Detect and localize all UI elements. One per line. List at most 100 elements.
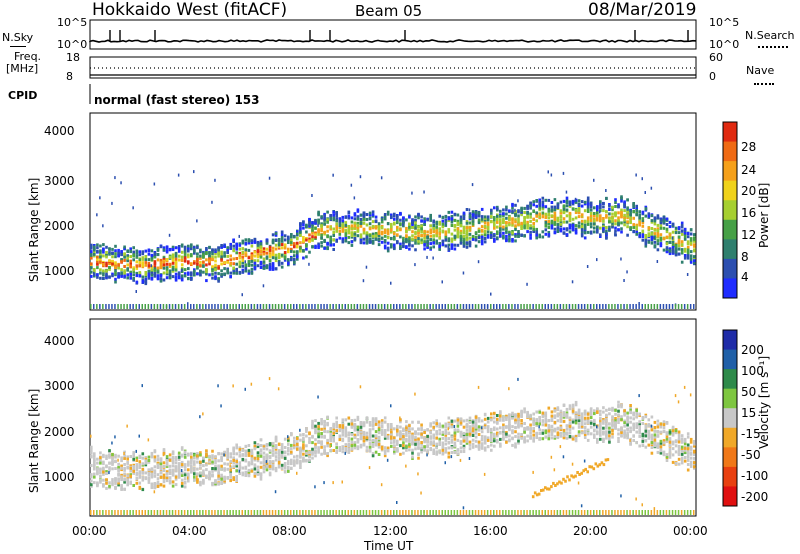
power-cell (135, 249, 139, 253)
power-cell (332, 216, 335, 220)
velocity-cell (168, 458, 172, 462)
power-cell (659, 218, 663, 222)
power-ground (187, 304, 189, 309)
velocity-cell (293, 439, 296, 443)
power-cell (602, 202, 605, 205)
power-cell (605, 236, 608, 240)
power-cell (680, 250, 684, 254)
velocity-scatter (329, 444, 331, 448)
velocity-cell (202, 457, 205, 461)
velocity-scatter (447, 427, 449, 431)
power-cell (244, 242, 248, 246)
velocity-ground (253, 510, 256, 515)
velocity-cell (356, 418, 360, 422)
velocity-cell (180, 454, 184, 458)
power-cell (368, 222, 372, 226)
power-cell (356, 221, 360, 225)
power-cell (193, 251, 196, 255)
velocity-cell (165, 476, 169, 480)
velocity-cell (262, 445, 266, 449)
power-cell (653, 216, 657, 220)
power-cell (187, 244, 190, 248)
power-cell (120, 250, 123, 253)
power-cell (168, 248, 172, 252)
power-cell (450, 237, 454, 241)
velocity-ground (380, 510, 383, 515)
power-cell (502, 214, 505, 218)
power-cell (632, 205, 635, 209)
power-cell (635, 204, 638, 208)
velocity-cell (196, 473, 199, 477)
power-cell (477, 214, 481, 218)
power-cell (108, 266, 111, 269)
velocity-cell (344, 443, 348, 447)
power-cell (135, 264, 139, 268)
velocity-cell (390, 425, 393, 429)
power-cell (532, 200, 535, 204)
velocity-cell (447, 451, 451, 455)
power-cell (193, 249, 196, 253)
power-ground (344, 304, 346, 309)
velocity-cell (441, 441, 445, 445)
power-cell (641, 238, 645, 242)
power-cell (641, 224, 645, 228)
velocity-cell (314, 429, 317, 433)
velocity-cell (135, 472, 139, 476)
power-cell (232, 262, 235, 266)
velocity-scatter (390, 404, 392, 408)
velocity-cell (190, 455, 193, 459)
power-cell (141, 257, 145, 261)
power-cell (656, 242, 660, 246)
velocity-cell (250, 448, 254, 452)
power-cell (386, 222, 390, 226)
power-cell (693, 239, 696, 243)
velocity-cell (338, 448, 342, 452)
velocity-cell (180, 461, 184, 465)
power-cell (447, 218, 451, 222)
velocity-cell (208, 476, 211, 479)
power-cell (589, 208, 593, 212)
velocity-cell (132, 465, 135, 469)
power-cell (371, 232, 375, 236)
velocity-cell (253, 467, 257, 471)
power-cell (262, 250, 266, 254)
power-cell (114, 252, 117, 256)
velocity-cell (259, 454, 263, 458)
velocity-cell (141, 471, 145, 475)
power-cell (256, 255, 260, 259)
power-cell (459, 241, 463, 245)
power-cell (511, 239, 514, 243)
power-cell (414, 241, 417, 245)
velocity-ground (350, 510, 353, 515)
power-cell (611, 208, 614, 212)
power-cell (108, 251, 111, 255)
velocity-scatter (323, 481, 325, 485)
power-cell (465, 238, 469, 242)
velocity-cell (138, 466, 142, 469)
power-ground (217, 304, 219, 309)
velocity-cell (417, 456, 420, 460)
power-cell (456, 219, 460, 223)
velocity-cell (344, 427, 348, 431)
velocity-cell (296, 447, 299, 451)
power-cell (490, 235, 493, 239)
velocity-cell (435, 452, 438, 456)
power-cbtick-16: 16 (741, 206, 757, 220)
velocity-ground (205, 510, 207, 515)
power-cell (662, 216, 666, 220)
velocity-ground (268, 510, 271, 515)
velocity-ground (117, 510, 119, 515)
power-cell (323, 240, 326, 243)
power-cell (574, 208, 578, 212)
power-cell (568, 230, 572, 234)
velocity-cell (159, 465, 163, 469)
power-cell (159, 261, 163, 265)
velocity-scatter (296, 471, 298, 475)
freq-label: Freq. (14, 50, 42, 63)
velocity-ground (320, 510, 322, 515)
power-cell (611, 216, 614, 220)
velocity-cell (353, 418, 357, 422)
power-cell (153, 252, 157, 256)
power-cell (114, 249, 117, 253)
power-cell (287, 236, 290, 240)
